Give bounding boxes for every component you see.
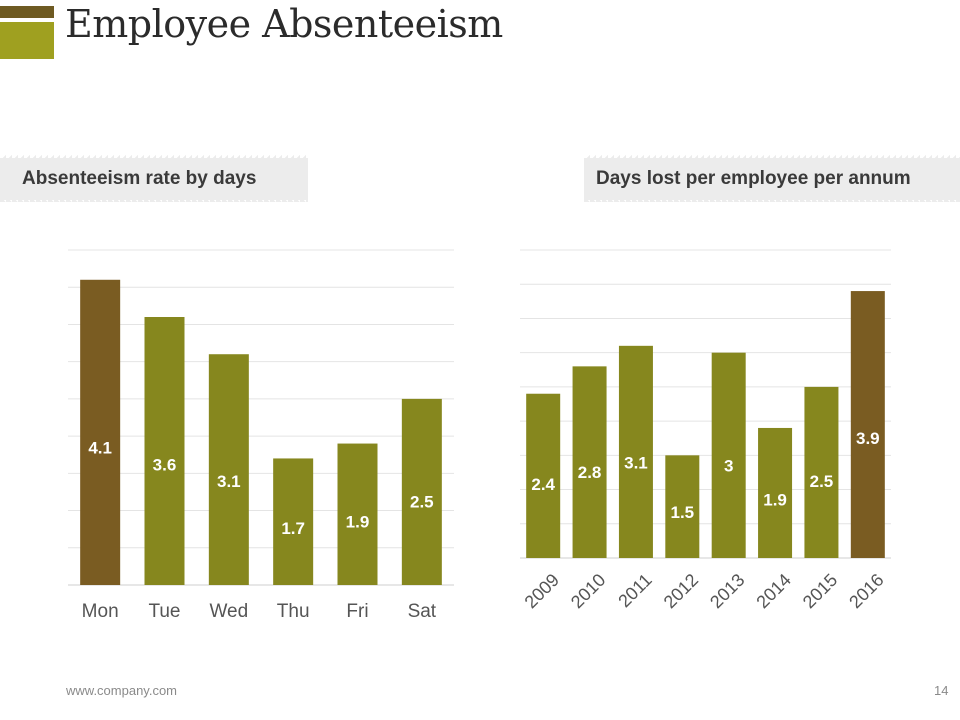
- banner-edge-bottom: [0, 199, 308, 203]
- chart-1-tick-label: Wed: [209, 601, 248, 622]
- chart-2-tick-label: 2014: [752, 570, 794, 612]
- chart-1-tick-label: Fri: [346, 601, 368, 622]
- chart-1-title-banner: Absenteeism rate by days: [0, 155, 308, 203]
- chart-1-bar-mon: [80, 279, 121, 585]
- chart-2-bar-2012: [665, 455, 700, 558]
- chart-1-data-label: 1.7: [281, 519, 305, 538]
- chart-2-data-label: 1.5: [670, 503, 694, 522]
- chart-2-bar-2016: [850, 291, 885, 558]
- slide-title: Employee Absenteeism: [65, 2, 503, 46]
- chart-1-bar-fri: [337, 443, 378, 585]
- chart-2-tick-label: 2010: [567, 570, 609, 612]
- chart-2-data-label: 3.9: [856, 429, 880, 448]
- chart-1-tick-label: Mon: [82, 601, 119, 622]
- chart-2-title-banner: Days lost per employee per annum: [584, 155, 960, 203]
- chart-2-bar-2015: [804, 386, 839, 558]
- chart-1-bar-tue: [144, 317, 185, 585]
- chart-1-bar-thu: [273, 458, 314, 585]
- chart-2-tick-label: 2013: [706, 570, 748, 612]
- chart-1-data-label: 2.5: [410, 492, 434, 511]
- chart-2-data-label: 3: [724, 457, 733, 476]
- footer-url: www.company.com: [66, 683, 178, 698]
- chart-1-data-label: 4.1: [88, 439, 112, 458]
- chart-2-data-label: 2.4: [531, 475, 555, 494]
- banner-edge-top: [0, 155, 308, 159]
- logo-bar-top: [0, 6, 54, 18]
- chart-1-data-label: 3.1: [217, 472, 241, 491]
- chart-2-data-label: 1.9: [763, 490, 787, 509]
- logo-bar-bottom: [0, 22, 54, 59]
- chart-2-bar-2014: [758, 427, 793, 558]
- banner-edge-bottom: [584, 199, 960, 203]
- chart-1-tick-label: Tue: [148, 601, 180, 622]
- chart-2-data-label: 2.8: [578, 463, 602, 482]
- chart-2-bar-2010: [572, 366, 607, 558]
- chart-1-bar-wed: [208, 354, 249, 585]
- chart-2-tick-label: 2016: [845, 570, 887, 612]
- chart-1-bar-sat: [401, 398, 442, 585]
- chart-1-title: Absenteeism rate by days: [22, 168, 257, 189]
- chart-2-data-label: 3.1: [624, 454, 648, 473]
- page-number: 14: [934, 683, 949, 698]
- chart-2-tick-label: 2012: [660, 570, 702, 612]
- chart-1-data-label: 3.6: [153, 455, 177, 474]
- chart-2-tick-label: 2009: [521, 570, 563, 612]
- chart-2-title: Days lost per employee per annum: [596, 168, 911, 189]
- chart-2-bar-2011: [618, 345, 653, 558]
- chart-1-tick-label: Sat: [408, 601, 437, 622]
- chart-2-data-label: 2.5: [810, 472, 834, 491]
- chart-2-bar-2009: [526, 393, 561, 558]
- chart-2-tick-label: 2015: [799, 570, 841, 612]
- chart-1-tick-label: Thu: [277, 601, 310, 622]
- banner-edge-top: [584, 155, 960, 159]
- chart-2-tick-label: 2011: [614, 570, 656, 612]
- chart-2-bar-2013: [711, 352, 746, 558]
- chart-1-data-label: 1.9: [346, 512, 370, 531]
